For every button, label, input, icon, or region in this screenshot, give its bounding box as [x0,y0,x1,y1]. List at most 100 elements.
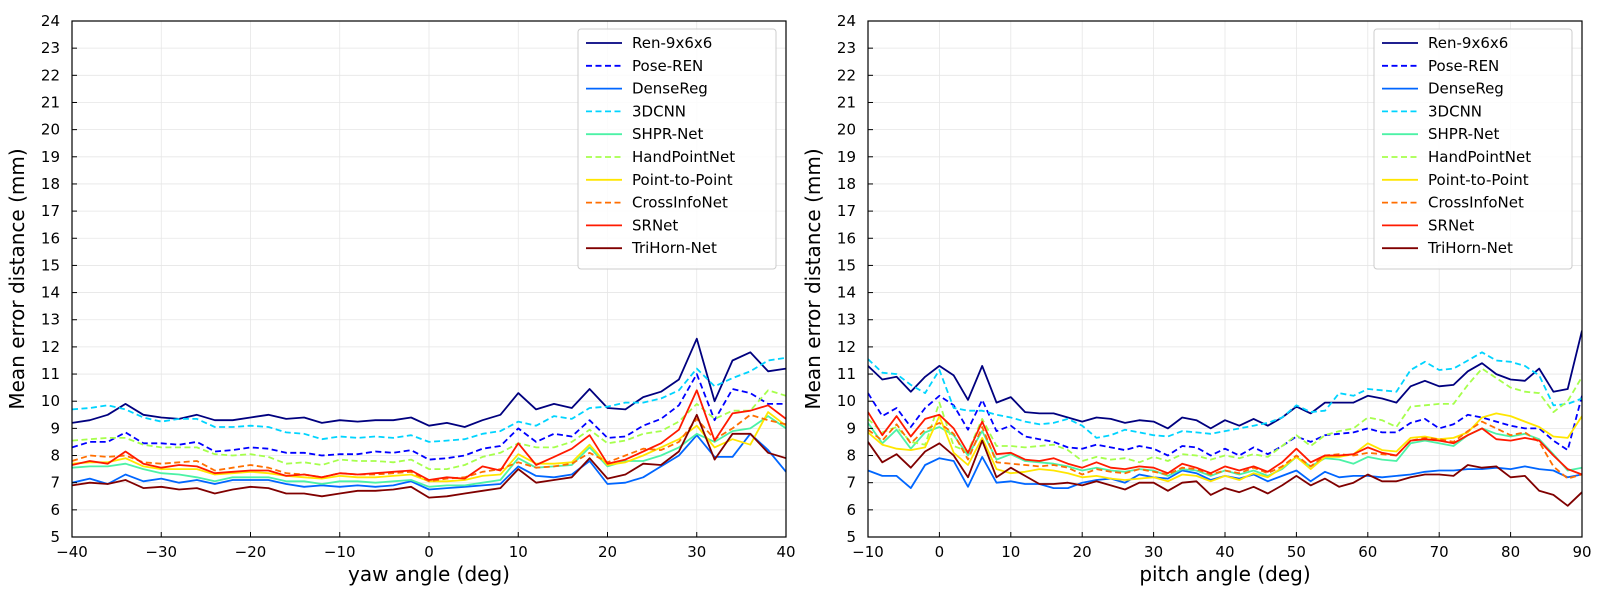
legend-entry: HandPointNet [1428,148,1531,166]
y-tick-label: 19 [837,148,856,166]
legend-box [1373,28,1573,270]
x-tick-label: −10 [324,543,356,561]
legend-entry: DenseReg [632,80,708,98]
series-line-point-to-point [868,412,1582,483]
y-tick-label: 6 [50,501,60,519]
x-tick-label: 0 [424,543,434,561]
y-tick-label: 5 [50,528,60,546]
x-tick-label: −40 [56,543,88,561]
y-tick-label: 12 [837,338,856,356]
series-line-crossinfonet [72,413,786,483]
series-line-crossinfonet [868,420,1582,480]
x-tick-label: 40 [1215,543,1234,561]
series-line-3dcnn [72,356,786,443]
y-tick-label: 13 [41,311,60,329]
legend-entry: HandPointNet [632,148,735,166]
y-tick-label: 12 [41,338,60,356]
x-tick-label: 20 [598,543,617,561]
legend-entry: Point-to-Point [632,171,733,189]
y-tick-label: 21 [837,93,856,111]
legend-entry: 3DCNN [632,102,686,120]
x-tick-label: 20 [1073,543,1092,561]
y-tick-label: 7 [50,474,60,492]
series-line-ren-9x6x6 [72,337,786,428]
yaw-chart: −40 −30 −20 −10 0 10 20 30 40 5 6 7 8 9 10 11 12 13 14 15 16… [5,12,796,586]
y-tick-label: 15 [837,256,856,274]
y-tick-label: 16 [837,229,856,247]
y-tick-label: 6 [846,501,856,519]
y-tick-label: 13 [837,311,856,329]
x-tick-label: 40 [776,543,795,561]
x-tick-label: 90 [1572,543,1591,561]
y-tick-label: 8 [846,447,856,465]
legend-entry: SRNet [1428,216,1474,234]
x-tick-label: 70 [1430,543,1449,561]
x-tick-label: 0 [935,543,945,561]
series-line-srnet [72,389,786,481]
series-line-ren-9x6x6 [868,330,1582,430]
x-tick-label: 50 [1287,543,1306,561]
series-line-3dcnn [868,351,1582,439]
legend-entry: Pose-REN [632,57,703,75]
legend-entry: SHPR-Net [1428,125,1500,143]
x-tick-label: 10 [509,543,528,561]
legend-entry: CrossInfoNet [632,194,728,212]
legend-entry: Point-to-Point [1428,171,1529,189]
x-tick-label: −30 [145,543,177,561]
y-tick-label: 9 [50,419,60,437]
legend-entry: Ren-9x6x6 [632,34,712,52]
series-line-handpointnet [868,367,1582,464]
legend-entry: TriHorn-Net [1427,239,1513,257]
x-tick-label: 30 [1144,543,1163,561]
y-tick-label: 11 [41,365,60,383]
y-tick-label: 18 [41,175,60,193]
series-line-trihorn-net [868,439,1582,507]
y-tick-label: 20 [41,121,60,139]
y-tick-label: 8 [50,447,60,465]
x-tick-label: 60 [1358,543,1377,561]
y-tick-label: 17 [837,202,856,220]
y-tick-label: 15 [41,256,60,274]
series-lines [868,330,1582,507]
series-line-shpr-net [72,415,786,488]
y-tick-label: 14 [41,284,60,302]
pitch-chart: −10 0 10 20 30 40 50 60 70 80 90 5 6 7 8 9 10 11 12 13 14 15 1… [801,12,1592,586]
legend-entry: SRNet [632,216,678,234]
legend-box [577,28,777,270]
x-tick-label: 30 [687,543,706,561]
y-tick-label: 21 [41,93,60,111]
y-tick-label: 23 [837,39,856,57]
y-tick-label: 10 [41,392,60,410]
x-tick-label: 10 [1001,543,1020,561]
y-tick-label: 14 [837,284,856,302]
legend: Ren-9x6x6 Pose-REN DenseReg 3DCNN SHPR-Net Ha… [1373,28,1573,270]
series-line-densereg [72,432,786,491]
series-line-pose-ren [868,392,1582,457]
y-tick-label: 22 [837,66,856,84]
y-tick-label: 18 [837,175,856,193]
x-tick-label: 80 [1501,543,1520,561]
y-tick-label: 9 [846,419,856,437]
y-tick-label: 24 [837,12,856,30]
y-tick-label: 22 [41,66,60,84]
legend-entry: SHPR-Net [632,125,704,143]
series-line-handpointnet [72,389,786,471]
y-tick-label: 20 [837,121,856,139]
legend: Ren-9x6x6 Pose-REN DenseReg 3DCNN SHPR-Net Ha… [577,28,777,270]
x-tick-label: −10 [852,543,884,561]
x-axis-label: yaw angle (deg) [348,562,510,586]
x-tick-label: −20 [235,543,267,561]
y-axis-label: Mean error distance (mm) [5,148,29,409]
y-tick-label: 11 [837,365,856,383]
y-tick-label: 23 [41,39,60,57]
y-tick-label: 24 [41,12,60,30]
legend-entry: 3DCNN [1428,102,1482,120]
legend-entry: TriHorn-Net [631,239,717,257]
series-lines [72,337,786,499]
legend-entry: DenseReg [1428,80,1504,98]
legend-entry: Ren-9x6x6 [1428,34,1508,52]
y-tick-label: 10 [837,392,856,410]
legend-entry: Pose-REN [1428,57,1499,75]
